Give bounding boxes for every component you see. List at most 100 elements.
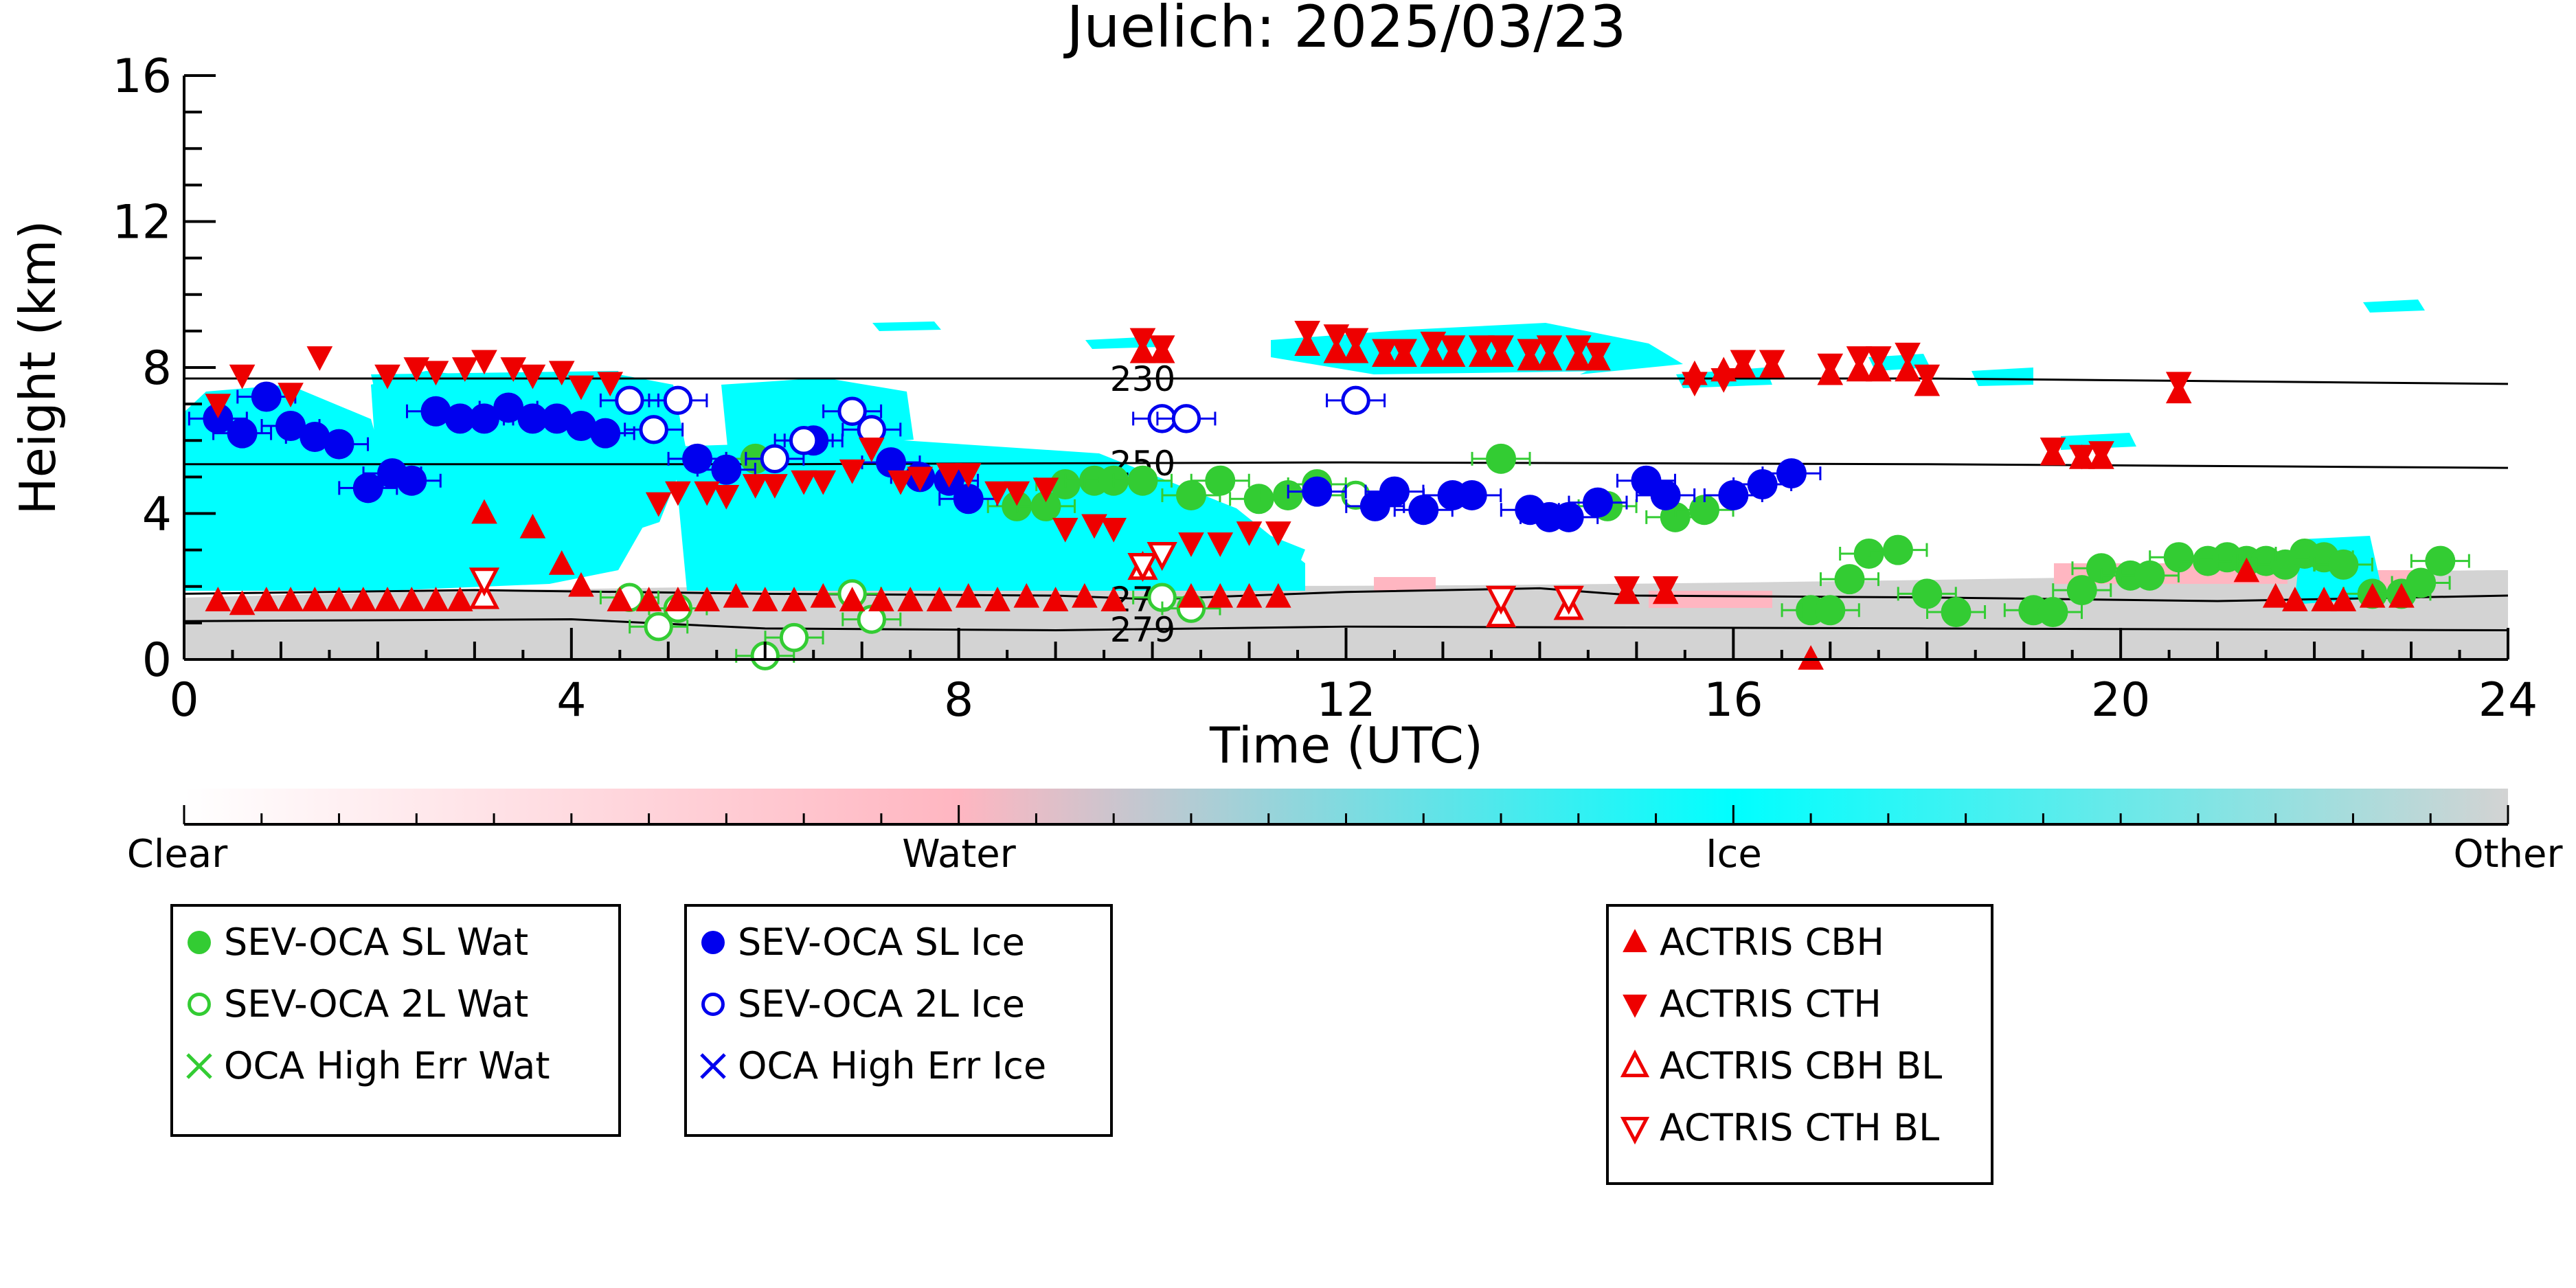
data-point bbox=[2311, 587, 2338, 611]
data-point bbox=[2406, 567, 2437, 598]
colorbar: Clear Water Ice Other bbox=[127, 789, 2563, 877]
data-point bbox=[1408, 495, 1439, 526]
data-point bbox=[607, 587, 633, 611]
data-point bbox=[1178, 532, 1204, 557]
data-point bbox=[665, 481, 691, 506]
data-point bbox=[2282, 587, 2308, 611]
data-point bbox=[568, 572, 594, 597]
series-actris-cth bbox=[205, 320, 2192, 601]
data-point bbox=[1175, 479, 1206, 510]
data-point bbox=[468, 567, 500, 597]
data-point bbox=[1730, 350, 1756, 375]
data-point bbox=[1485, 585, 1517, 615]
data-point bbox=[645, 492, 672, 517]
data-point bbox=[1100, 587, 1127, 611]
legend-swatch-actris-cbh-bl bbox=[1620, 1049, 1650, 1078]
legend-swatch-oca-high-err-wat bbox=[186, 1053, 212, 1079]
data-point bbox=[590, 418, 621, 449]
data-point bbox=[779, 622, 809, 653]
data-point bbox=[1536, 335, 1563, 360]
legend-2: SEV-OCA SL Ice SEV-OCA 2L Ice OCA High Err… bbox=[684, 904, 1113, 1137]
legend-1: SEV-OCA SL Wat SEV-OCA 2L Wat OCA High Err… bbox=[170, 904, 621, 1137]
data-point bbox=[781, 587, 807, 611]
data-point bbox=[278, 587, 304, 611]
data-point bbox=[2328, 549, 2359, 580]
colorbar-label-water: Water bbox=[902, 832, 1017, 877]
data-point bbox=[665, 587, 691, 611]
data-point bbox=[1895, 357, 1921, 382]
data-point bbox=[468, 403, 499, 434]
data-point bbox=[374, 364, 400, 389]
legend-swatch-actris-cth bbox=[1623, 994, 1647, 1018]
data-point bbox=[1294, 320, 1320, 346]
data-point bbox=[1149, 335, 1175, 360]
legend-label-oca-high-err-wat: OCA High Err Wat bbox=[224, 1044, 550, 1087]
data-point bbox=[875, 447, 906, 478]
data-point bbox=[324, 429, 354, 460]
data-point bbox=[762, 474, 788, 499]
data-point bbox=[810, 583, 837, 608]
data-point bbox=[639, 415, 668, 444]
data-point bbox=[471, 499, 497, 524]
data-point bbox=[955, 463, 982, 488]
data-point bbox=[1004, 481, 1030, 506]
legend-frame bbox=[1606, 904, 1993, 1185]
data-point bbox=[1207, 583, 1234, 608]
data-point bbox=[615, 385, 644, 416]
data-point bbox=[1941, 596, 1971, 627]
data-point bbox=[984, 481, 1010, 506]
data-point bbox=[1747, 469, 1778, 499]
data-point bbox=[203, 403, 234, 434]
legend-label-sev-oca-sl-wat: SEV-OCA SL Wat bbox=[224, 920, 528, 964]
data-point bbox=[568, 375, 594, 400]
data-point bbox=[2359, 583, 2386, 608]
data-point bbox=[1882, 534, 1913, 565]
legend-label-sev-oca-2l-ice: SEV-OCA 2L Ice bbox=[738, 982, 1025, 1026]
data-point bbox=[275, 411, 306, 441]
data-point bbox=[548, 550, 575, 575]
data-point bbox=[953, 484, 984, 515]
data-point bbox=[251, 381, 282, 412]
data-point bbox=[1207, 532, 1234, 557]
data-point bbox=[350, 587, 376, 611]
legend-frame bbox=[170, 904, 621, 1137]
data-point bbox=[1342, 328, 1369, 353]
data-point bbox=[1517, 339, 1544, 364]
data-point bbox=[1178, 583, 1204, 608]
data-point bbox=[1914, 364, 1941, 389]
legend-swatch-sev-oca-2l-wat bbox=[188, 993, 211, 1016]
legend-label-actris-cbh-bl: ACTRIS CBH BL bbox=[1660, 1044, 1942, 1087]
data-point bbox=[837, 396, 867, 426]
data-point bbox=[1798, 645, 1824, 670]
data-point bbox=[422, 361, 449, 386]
y-axis-label: Height (km) bbox=[9, 221, 67, 515]
data-point bbox=[205, 587, 231, 611]
legend-label-actris-cbh: ACTRIS CBH bbox=[1660, 920, 1884, 964]
colorbar-label-other: Other bbox=[2453, 832, 2563, 877]
data-point bbox=[1565, 335, 1592, 360]
data-point bbox=[548, 361, 575, 386]
data-point bbox=[644, 611, 673, 642]
data-point bbox=[1420, 331, 1447, 357]
data-point bbox=[1895, 342, 1921, 368]
data-point bbox=[723, 583, 749, 608]
data-point bbox=[713, 485, 740, 510]
isotherm-label-230: 230 bbox=[1110, 359, 1175, 399]
data-point bbox=[278, 383, 304, 408]
data-point bbox=[1127, 552, 1158, 583]
data-point bbox=[519, 513, 546, 539]
data-point bbox=[858, 437, 885, 462]
data-point bbox=[955, 583, 982, 608]
data-point bbox=[1759, 350, 1785, 375]
data-point bbox=[2425, 545, 2456, 576]
y-tick-label: 4 bbox=[142, 488, 172, 542]
data-point bbox=[1323, 338, 1350, 363]
data-point bbox=[936, 463, 962, 488]
data-point bbox=[2262, 583, 2289, 608]
data-point bbox=[306, 346, 333, 371]
y-tick-label: 0 bbox=[142, 633, 172, 688]
data-point bbox=[403, 357, 430, 382]
data-point bbox=[447, 587, 473, 611]
data-point bbox=[791, 470, 817, 495]
data-point bbox=[302, 587, 328, 611]
